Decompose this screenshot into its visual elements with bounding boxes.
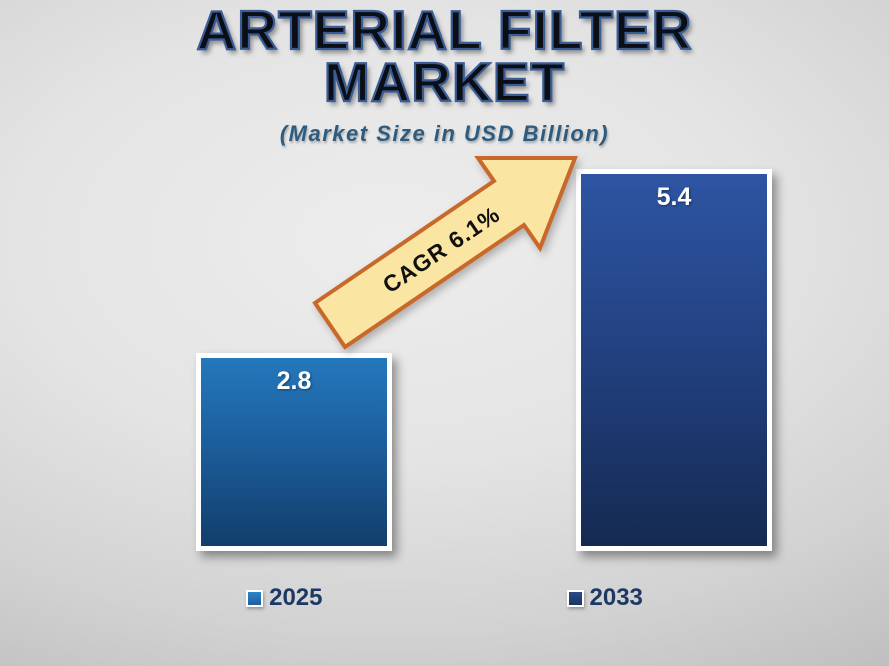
cagr-annotation: CAGR 6.1% xyxy=(377,200,505,299)
legend-label-2025: 2025 xyxy=(269,584,323,611)
bar-2033: 5.4 xyxy=(576,169,772,551)
bar-2025-value-label: 2.8 xyxy=(276,367,312,395)
legend-marker-2025-icon xyxy=(246,589,264,607)
bar-2033-value-label: 5.4 xyxy=(656,183,692,211)
legend-label-2033: 2033 xyxy=(589,584,643,611)
legend-marker-2033-icon xyxy=(566,589,584,607)
page-title: ARTERIAL FILTER MARKET xyxy=(196,0,693,113)
chart-legend: 2025 2033 xyxy=(0,584,889,612)
bar-2025: 2.8 xyxy=(196,353,392,551)
chart-subtitle: (Market Size in USD Billion) xyxy=(279,121,610,146)
legend-item-2033: 2033 xyxy=(566,584,643,612)
legend-item-2025: 2025 xyxy=(246,584,323,612)
